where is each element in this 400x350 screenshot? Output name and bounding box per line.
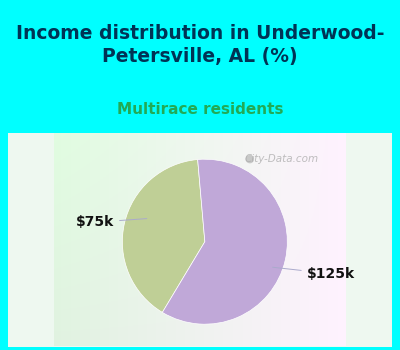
Text: ●: ● — [245, 154, 254, 163]
Wedge shape — [122, 160, 205, 313]
Wedge shape — [162, 159, 287, 324]
Text: Income distribution in Underwood-
Petersville, AL (%): Income distribution in Underwood- Peters… — [16, 24, 384, 66]
Text: City-Data.com: City-Data.com — [244, 154, 318, 163]
Text: $125k: $125k — [273, 267, 355, 281]
FancyBboxPatch shape — [0, 129, 400, 350]
Text: Multirace residents: Multirace residents — [117, 102, 283, 117]
Text: $75k: $75k — [76, 215, 147, 229]
